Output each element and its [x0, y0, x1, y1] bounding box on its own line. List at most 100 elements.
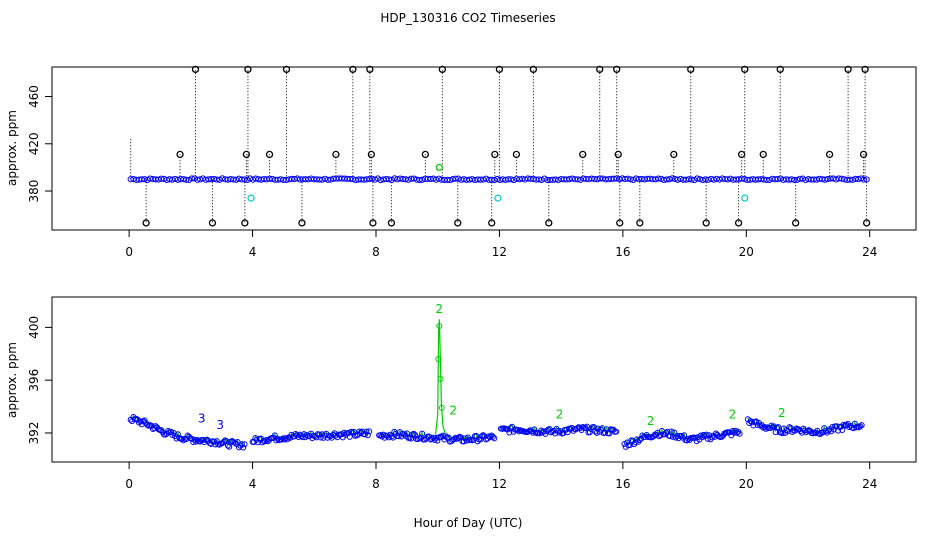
baseline-point [252, 175, 259, 182]
series-point [835, 427, 842, 434]
baseline-point [266, 175, 273, 182]
x-tick-label: 12 [492, 477, 507, 491]
spike-point-high [366, 65, 374, 74]
series-point [748, 419, 755, 426]
series-point [538, 427, 545, 434]
x-tick-label: 16 [615, 477, 630, 491]
series-point [678, 432, 685, 439]
series-point [133, 415, 140, 422]
series-point [332, 432, 339, 439]
spike-point-high [776, 65, 784, 74]
series-point [231, 439, 238, 446]
series-point [401, 431, 408, 438]
series-point [428, 435, 435, 442]
series-point [327, 433, 334, 440]
y-tick-label: 396 [27, 369, 41, 392]
spike-point-high [349, 65, 357, 74]
spike-point-high [244, 65, 252, 74]
baseline-point [188, 175, 195, 182]
series-point [174, 431, 181, 438]
series-point [433, 434, 440, 441]
series-point [603, 426, 610, 433]
spike-point-high [191, 65, 200, 74]
spike-point-high [687, 65, 695, 74]
series-point [412, 432, 419, 439]
series-point [825, 427, 832, 434]
series-point [280, 435, 287, 442]
y-tick-label: 460 [27, 85, 41, 108]
series-point [556, 429, 563, 436]
series-point [137, 418, 144, 425]
spike-point-high [438, 65, 446, 74]
series-point [846, 424, 853, 431]
spike-point-low [636, 219, 644, 227]
series-point [363, 428, 370, 435]
series-point [384, 432, 391, 439]
point-label: 3 [216, 418, 224, 432]
spike-point [437, 375, 444, 382]
data-points-top [127, 65, 871, 227]
baseline-point [694, 175, 701, 182]
series-point [259, 439, 266, 446]
series-point [839, 426, 846, 433]
spike-point-low [369, 219, 377, 227]
series-point [750, 422, 757, 429]
point-label: 2 [778, 406, 786, 420]
spike-point-low [488, 219, 496, 227]
spike-point-low [241, 219, 249, 227]
x-tick-label: 0 [125, 245, 133, 259]
spike-point-mid [367, 150, 376, 159]
baseline-point [346, 175, 354, 183]
spike-point-high [282, 65, 291, 74]
x-tick-label: 24 [862, 477, 877, 491]
series-point [786, 424, 793, 431]
spike-point-low [792, 219, 800, 227]
spike-point-low [208, 219, 217, 227]
series-point [356, 428, 363, 435]
series-point [768, 422, 775, 429]
baseline-point [483, 175, 490, 182]
series-point [636, 437, 643, 444]
spike-point-mid [421, 150, 430, 159]
spike-point-low [616, 219, 624, 227]
spike-point-mid [332, 150, 340, 159]
series-point [364, 432, 371, 439]
series-point [212, 441, 219, 448]
series-point [460, 438, 467, 445]
series-point [542, 430, 549, 437]
series-point [697, 432, 704, 439]
y-tick-label: 380 [27, 180, 41, 203]
spike-point [435, 356, 442, 363]
x-tick-label: 0 [125, 477, 133, 491]
series-point [179, 436, 186, 443]
series-point [685, 435, 692, 442]
spike-point-mid [825, 150, 834, 159]
y-axis-top: 380 420 460 [27, 85, 52, 202]
y-axis-bottom: 392 396 400 [27, 316, 52, 444]
series-point [602, 429, 609, 436]
point-label: 2 [449, 403, 457, 417]
plot-frame-bottom [51, 296, 917, 463]
spike-point-low [862, 219, 871, 227]
series-point [348, 428, 355, 435]
baseline-point [863, 176, 870, 183]
series-point [480, 432, 487, 439]
baseline-point [624, 175, 631, 182]
series-point [451, 436, 458, 443]
series-point [771, 423, 778, 430]
series-point [224, 442, 231, 449]
baseline-point [688, 176, 695, 183]
point-label: 2 [435, 302, 443, 316]
series-point [458, 434, 465, 441]
spike-point-mid [579, 150, 587, 159]
series-point [255, 439, 262, 446]
spike-point-mid [491, 150, 499, 159]
series-point [188, 435, 195, 442]
plot-frame-top [51, 66, 917, 231]
series-point [240, 444, 247, 451]
y-axis-label-bottom: approx. ppm [5, 342, 19, 418]
series-point [220, 438, 227, 445]
baseline-point [446, 176, 454, 184]
